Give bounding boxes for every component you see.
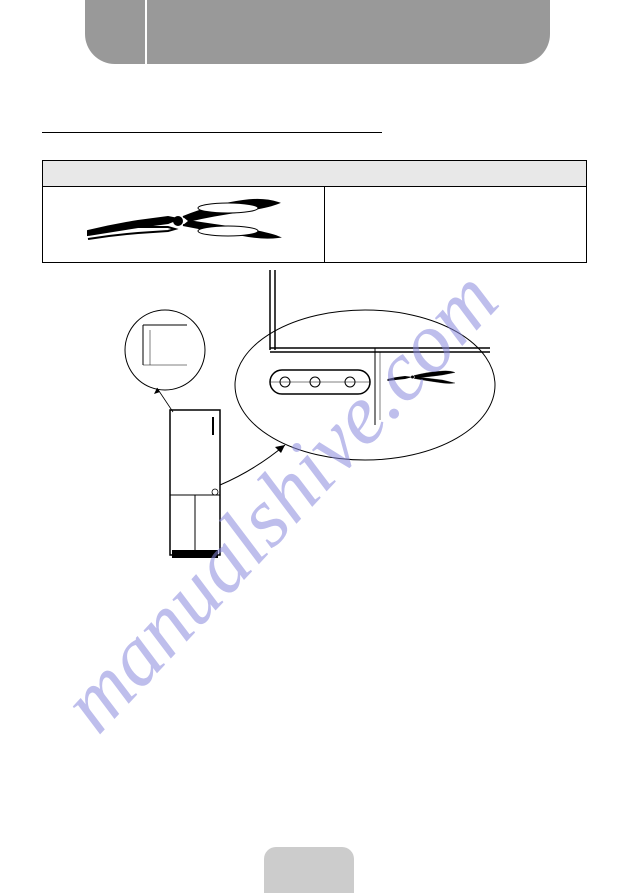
table-header <box>43 161 587 187</box>
tool-description-cell <box>324 187 586 263</box>
hinge-detail <box>270 270 490 425</box>
section-underline <box>42 132 382 133</box>
page-tab-right <box>309 847 354 893</box>
table-content-row <box>43 187 587 263</box>
page-indicator <box>264 847 354 893</box>
header-banner <box>85 0 550 64</box>
page-tab-left <box>264 847 309 893</box>
pliers-icon <box>83 193 283 251</box>
installation-diagram <box>115 270 515 610</box>
tool-image-cell <box>43 187 325 263</box>
tools-table <box>42 160 587 263</box>
corner-detail <box>143 325 187 365</box>
table-header-row <box>43 161 587 187</box>
header-divider <box>145 0 147 64</box>
refrigerator-outline <box>170 410 220 558</box>
